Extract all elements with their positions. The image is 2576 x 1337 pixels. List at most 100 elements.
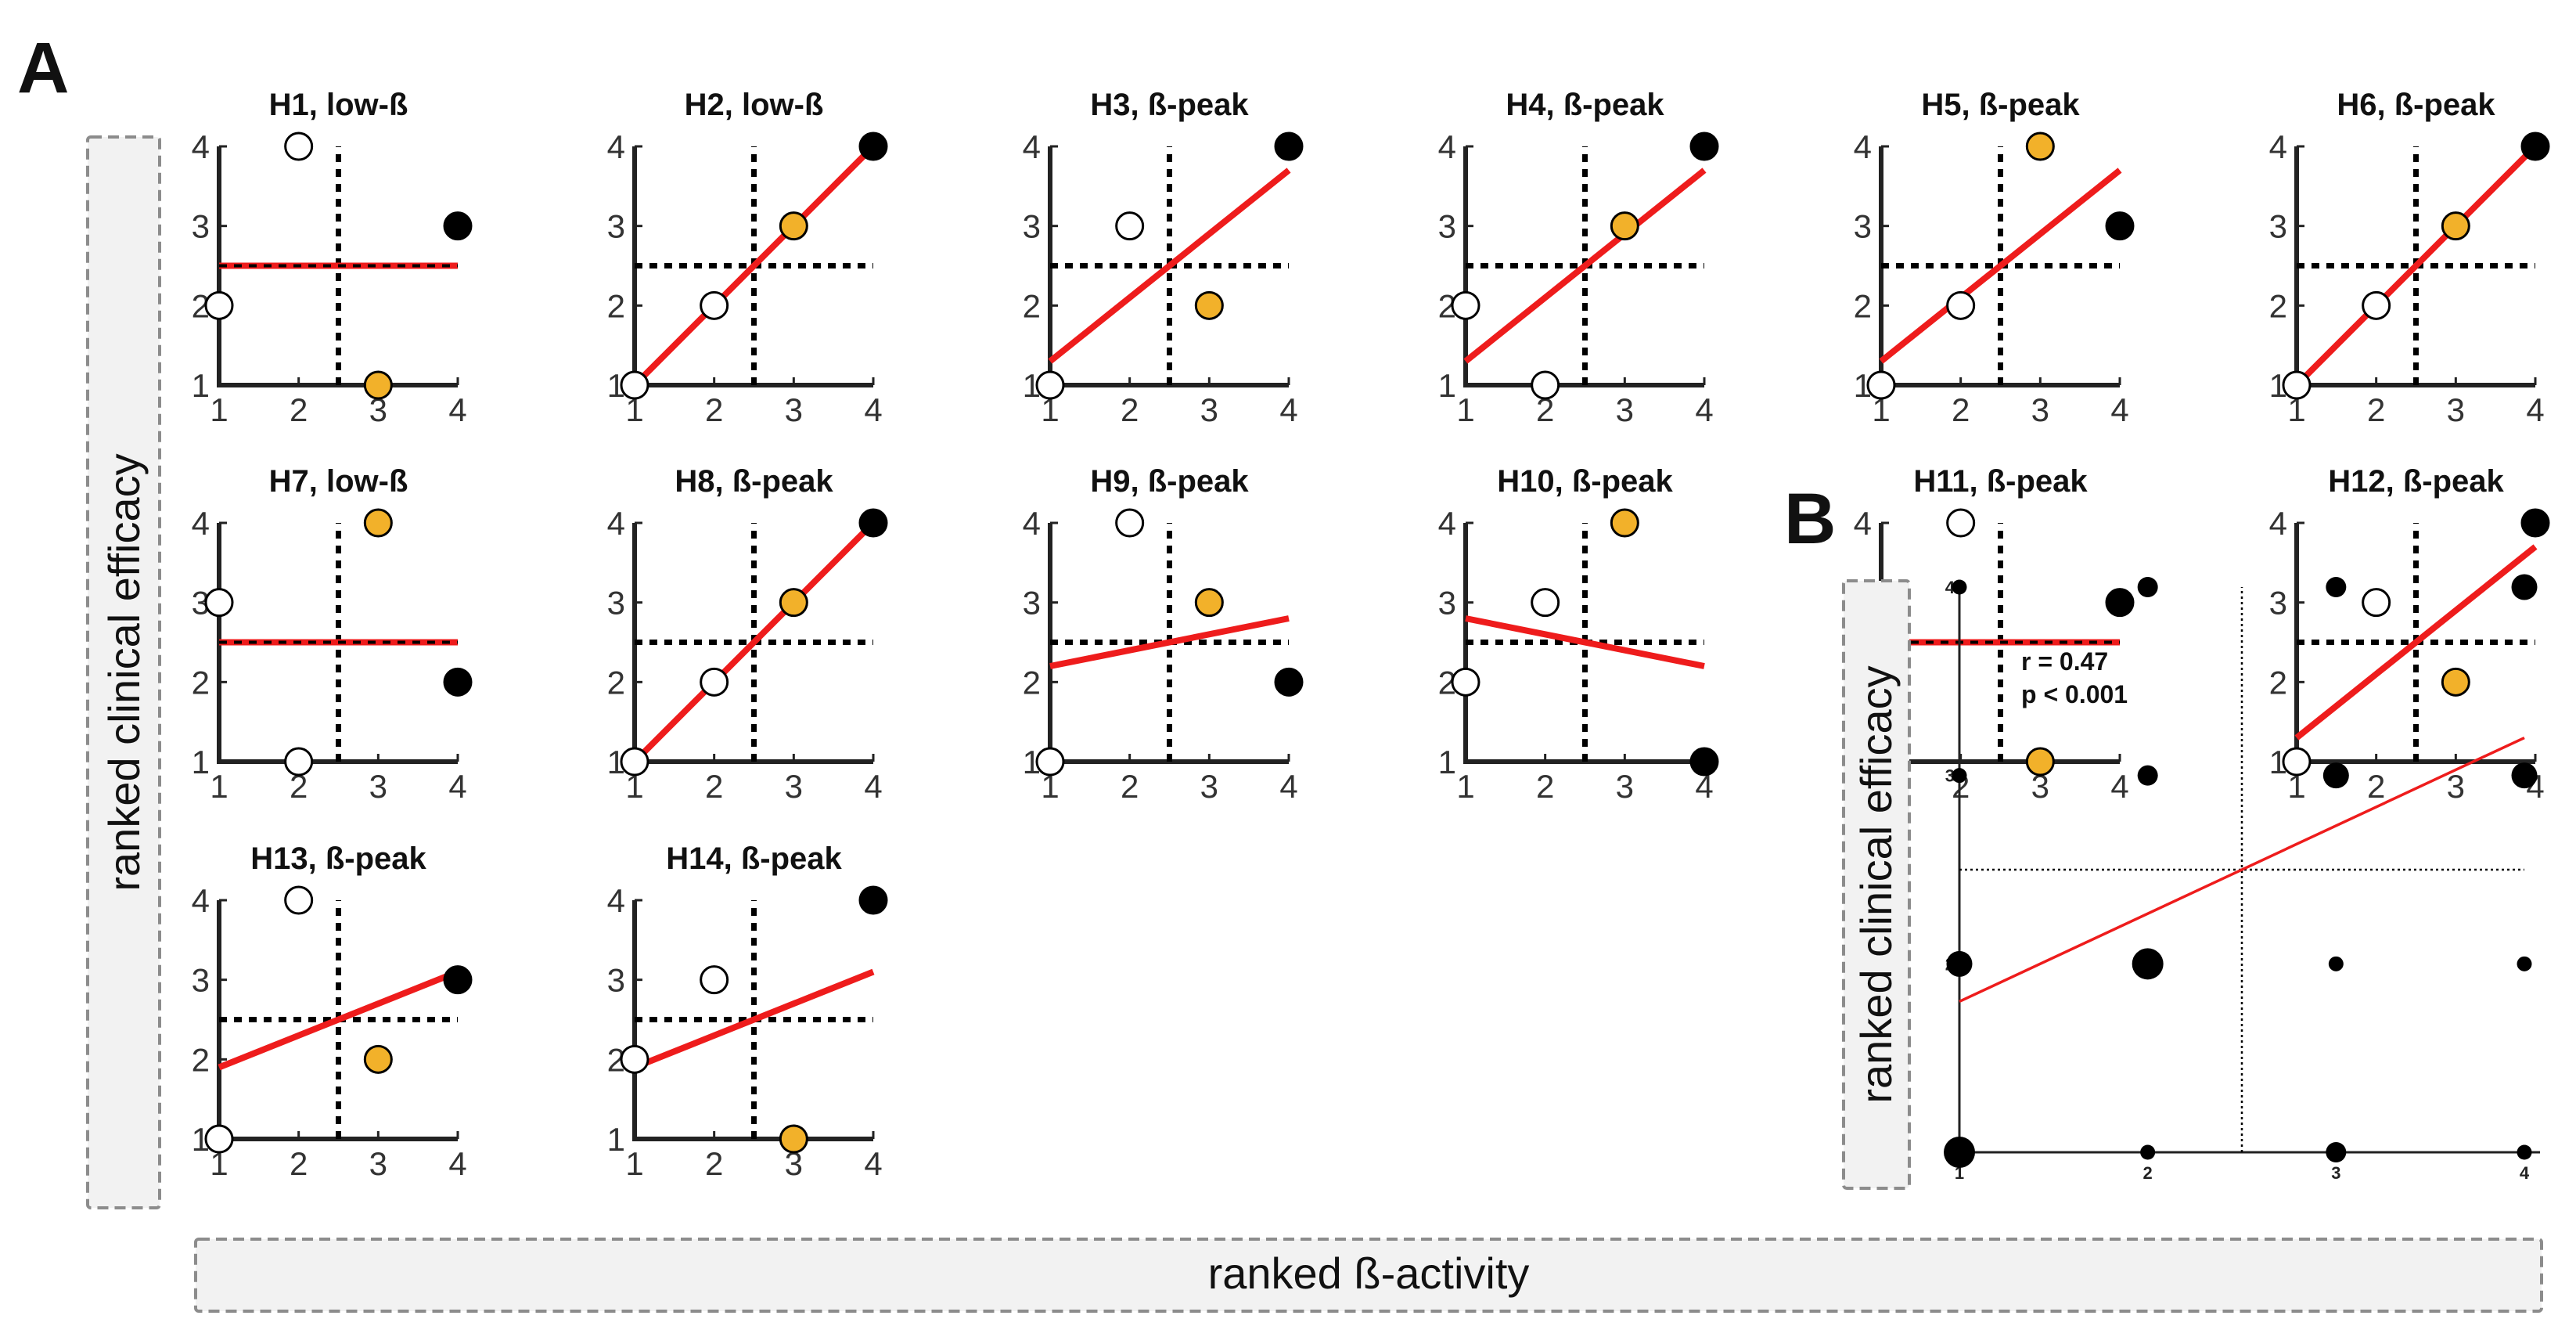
x-tick-label: 4 <box>864 1145 882 1182</box>
subplot-h5: H5, ß-peak 11 2 2 3 3 4 4 <box>1854 88 2135 428</box>
x-tick-label: 3 <box>369 1145 387 1182</box>
x-axis-title-box: ranked ß-activity <box>194 1238 2543 1313</box>
y-axis-title: ranked clinical efficacy <box>99 453 149 891</box>
x-tick-label: 4 <box>448 391 466 428</box>
subplot-h8: H8, ß-peak 11 2 2 3 3 4 4 <box>607 464 888 805</box>
subplot-title: H8, ß-peak <box>675 464 833 499</box>
y-tick-label: 3 <box>192 208 210 245</box>
data-point-black <box>2520 132 2550 161</box>
subplot-title: H13, ß-peak <box>250 841 426 876</box>
data-point-orange <box>2025 747 2055 777</box>
y-tick-label: 2 <box>1854 287 1872 324</box>
x-tick-label: 3 <box>369 391 387 428</box>
x-tick-label: 2 <box>705 1145 723 1182</box>
subplot-title: H9, ß-peak <box>1090 464 1249 499</box>
y-tick-label: 3 <box>2269 208 2287 245</box>
x-tick-label: 1 <box>2287 768 2305 805</box>
panel-b-data-point <box>2326 1142 2347 1162</box>
data-point-orange <box>779 588 808 618</box>
regression-line <box>632 521 876 764</box>
x-tick-label: 1 <box>1041 768 1059 805</box>
data-point-black <box>1274 667 1304 697</box>
data-point-black <box>858 508 888 538</box>
y-tick-label: 2 <box>1023 664 1041 701</box>
subplot-title: H12, ß-peak <box>2328 464 2504 499</box>
x-tick-label: 2 <box>290 391 308 428</box>
y-tick-label: 1 <box>1023 367 1041 404</box>
panel-b-x-tick-label: 1 <box>1955 1163 1964 1183</box>
subplot-h10: H10, ß-peak 11 2 2 3 3 4 4 <box>1438 464 1719 805</box>
x-tick-label: 4 <box>2526 391 2544 428</box>
subplot-h14: H14, ß-peak 11 2 2 3 3 4 4 <box>607 841 888 1182</box>
y-tick-label: 3 <box>1438 585 1456 622</box>
x-tick-label: 1 <box>625 391 643 428</box>
data-point-open <box>1531 370 1560 400</box>
panel-b-data-point <box>2140 1144 2156 1160</box>
panel-b-data-point <box>2517 1144 2532 1160</box>
x-tick-label: 1 <box>1456 768 1474 805</box>
data-point-open <box>620 747 649 777</box>
x-tick-label: 4 <box>2110 768 2128 805</box>
data-point-open <box>1115 508 1145 538</box>
data-point-orange <box>2025 132 2055 161</box>
data-point-open <box>1035 747 1065 777</box>
y-tick-label: 3 <box>2269 585 2287 622</box>
data-point-black <box>2105 211 2135 241</box>
y-tick-label: 3 <box>1438 208 1456 245</box>
data-point-open <box>1946 508 1976 538</box>
y-tick-label: 3 <box>607 962 625 999</box>
x-tick-label: 4 <box>1279 391 1297 428</box>
panel-b-data-point <box>1944 1137 1975 1168</box>
y-tick-label: 2 <box>2269 664 2287 701</box>
y-tick-label: 4 <box>607 505 625 542</box>
y-tick-label: 4 <box>1023 505 1041 542</box>
y-tick-label: 2 <box>607 664 625 701</box>
data-point-black <box>2520 508 2550 538</box>
x-tick-label: 2 <box>2367 768 2385 805</box>
data-point-open <box>620 1044 649 1074</box>
subplot-h4: H4, ß-peak 11 2 2 3 3 4 4 <box>1438 88 1719 428</box>
x-tick-label: 1 <box>210 768 228 805</box>
y-tick-label: 1 <box>1438 744 1456 780</box>
y-tick-label: 3 <box>607 208 625 245</box>
x-tick-label: 3 <box>2447 391 2465 428</box>
panel-b-data-point <box>2137 765 2158 786</box>
x-tick-label: 1 <box>625 768 643 805</box>
data-point-black <box>443 667 473 697</box>
subplot-title: H1, low-ß <box>269 88 408 122</box>
data-point-open <box>2282 747 2312 777</box>
x-tick-label: 1 <box>1456 391 1474 428</box>
panel-b-data-point <box>2511 762 2538 789</box>
correlation-r: r = 0.47 <box>2021 647 2108 676</box>
data-point-open <box>2362 290 2391 320</box>
data-point-black <box>2105 588 2135 618</box>
x-tick-label: 2 <box>705 391 723 428</box>
x-tick-label: 1 <box>210 391 228 428</box>
data-point-open <box>284 885 314 915</box>
subplot-title: H4, ß-peak <box>1506 88 1664 122</box>
x-tick-label: 1 <box>2287 391 2305 428</box>
regression-line <box>1463 168 1707 364</box>
y-tick-label: 2 <box>607 287 625 324</box>
y-tick-label: 4 <box>607 882 625 919</box>
y-tick-label: 1 <box>192 367 210 404</box>
y-tick-label: 3 <box>1854 208 1872 245</box>
regression-line <box>1049 615 1290 669</box>
y-tick-label: 3 <box>1023 208 1041 245</box>
y-tick-label: 1 <box>1854 367 1872 404</box>
y-tick-label: 1 <box>607 744 625 780</box>
data-point-open <box>2362 588 2391 618</box>
data-point-orange <box>1610 508 1639 538</box>
x-tick-label: 1 <box>625 1145 643 1182</box>
data-point-open <box>700 290 729 320</box>
y-tick-label: 4 <box>2269 505 2287 542</box>
y-tick-label: 3 <box>1023 585 1041 622</box>
x-tick-label: 4 <box>1695 391 1713 428</box>
data-point-open <box>1866 370 1896 400</box>
subplot-h6: H6, ß-peak 11 2 2 3 3 4 4 <box>2269 88 2550 428</box>
data-point-open <box>1451 290 1480 320</box>
y-tick-label: 2 <box>2269 287 2287 324</box>
x-tick-label: 2 <box>290 768 308 805</box>
data-point-open <box>620 370 649 400</box>
